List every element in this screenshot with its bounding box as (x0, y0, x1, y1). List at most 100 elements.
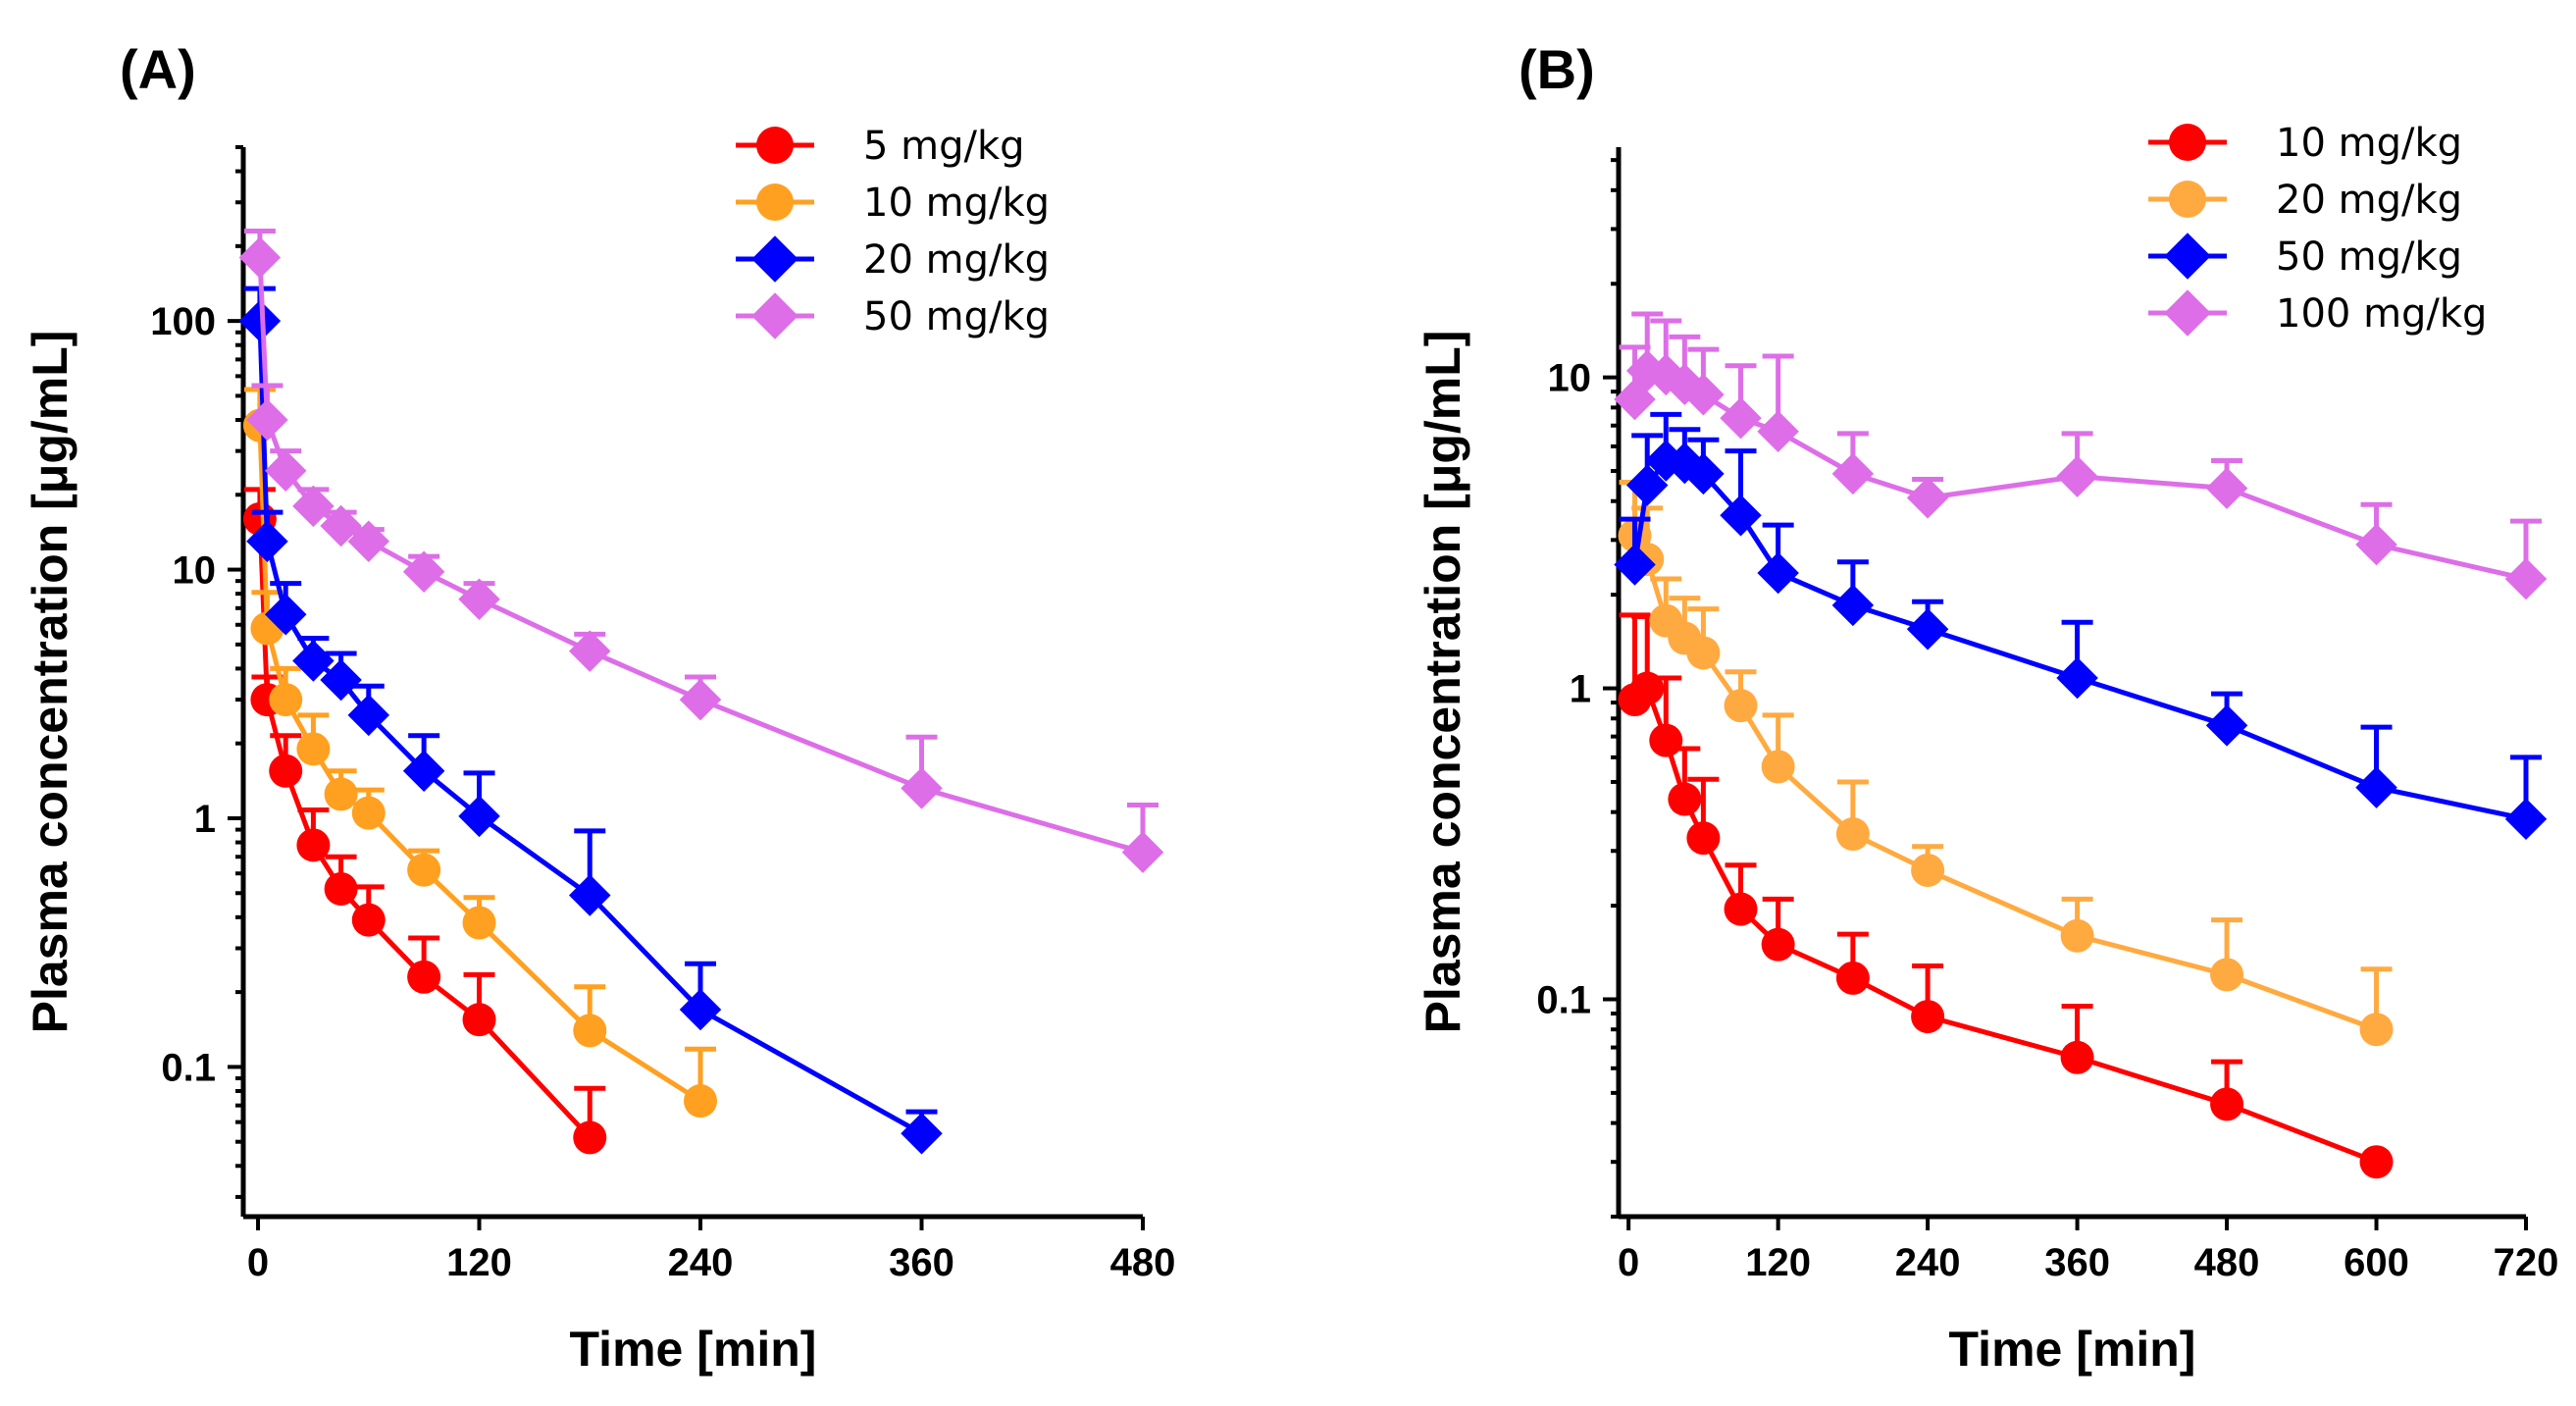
legend-entry: 50 mg/kg (736, 292, 1050, 339)
data-point (2504, 798, 2548, 840)
data-point (1649, 723, 1683, 757)
x-tick-label: 0 (247, 1241, 269, 1284)
data-point (351, 903, 386, 937)
data-point (2056, 656, 2098, 700)
legend-marker (2164, 289, 2211, 337)
data-point (1906, 477, 1949, 519)
legend-entry: 20 mg/kg (2148, 178, 2462, 223)
panel-label: (B) (1519, 38, 1595, 100)
chart-panel-b: (B) 0 120 240 360 480 600 720 0.1 1 10 Time [min] Pl… (1416, 38, 2558, 1377)
data-point (1686, 636, 1721, 670)
data-point (407, 960, 441, 994)
series-50-mg-per-kg (238, 228, 1164, 873)
data-point (1682, 452, 1725, 495)
data-point (1668, 782, 1702, 816)
data-point (569, 630, 611, 672)
data-point (292, 640, 335, 682)
legend-label: 10 mg/kg (2276, 121, 2462, 166)
y-tick-label: 1 (194, 798, 216, 841)
data-point (2060, 1040, 2094, 1074)
data-point (324, 777, 358, 811)
legend-label: 5 mg/kg (863, 124, 1025, 169)
y-tick-label: 1 (1570, 668, 1591, 711)
data-point (269, 683, 303, 717)
legend-marker (2164, 233, 2211, 280)
data-point (2210, 1087, 2244, 1121)
legend-entry: 50 mg/kg (2148, 233, 2462, 280)
legend-label: 100 mg/kg (2276, 291, 2487, 337)
data-point (407, 853, 441, 887)
data-point (347, 694, 390, 737)
x-tick-label: 600 (2344, 1241, 2409, 1284)
series-line (1632, 534, 2378, 1032)
legend-label: 20 mg/kg (2276, 178, 2462, 223)
series-10-mg-per-kg (1618, 612, 2394, 1179)
data-point (2060, 918, 2094, 953)
data-point (462, 906, 496, 940)
y-tick-label: 0.1 (161, 1046, 216, 1089)
legend-marker (756, 127, 794, 164)
legend-entry: 10 mg/kg (736, 181, 1050, 226)
data-point (1831, 452, 1875, 495)
data-point (1614, 544, 1656, 586)
legend-marker (756, 183, 794, 221)
legend-entry: 100 mg/kg (2148, 289, 2487, 337)
data-point (1757, 410, 1799, 453)
legend-entry: 20 mg/kg (736, 235, 1050, 283)
series-100-mg-per-kg (1614, 311, 2548, 600)
y-axis-title: Plasma concentration [μg/mL] (1416, 331, 1470, 1034)
legend-marker (2169, 124, 2206, 161)
data-point (1761, 927, 1795, 962)
x-tick-label: 240 (1895, 1241, 1961, 1284)
data-point (1757, 551, 1799, 595)
data-point (324, 871, 358, 906)
data-point (264, 594, 307, 636)
data-point (320, 504, 362, 547)
data-point (569, 874, 611, 916)
data-point (901, 767, 943, 809)
x-tick-label: 360 (889, 1241, 954, 1284)
data-point (1724, 892, 1758, 926)
data-point (320, 658, 362, 702)
y-axis-title: Plasma concentration [μg/mL] (23, 331, 77, 1034)
x-tick-label: 720 (2494, 1241, 2559, 1284)
data-point (2056, 455, 2098, 497)
data-point (458, 795, 500, 838)
x-tick-label: 480 (2194, 1241, 2260, 1284)
series-20-mg-per-kg (1618, 480, 2394, 1047)
legend-marker (2169, 181, 2206, 218)
x-tick-label: 360 (2044, 1241, 2110, 1284)
data-point (2210, 958, 2244, 992)
data-point (462, 1003, 496, 1037)
chart-panel-a: (A) 0 120 240 360 480 0.1 1 10 100 Time [min] Plasm… (23, 38, 1175, 1377)
data-point (351, 796, 386, 830)
data-point (1911, 853, 1945, 887)
data-point (269, 754, 303, 788)
data-point (458, 578, 500, 621)
data-point (238, 299, 282, 342)
y-tick-label: 100 (150, 300, 216, 343)
data-point (347, 520, 390, 562)
legend-label: 10 mg/kg (863, 181, 1050, 226)
series-line (1632, 684, 2378, 1165)
data-point (901, 1112, 943, 1155)
series-line (257, 257, 1144, 856)
series-20-mg-per-kg (238, 286, 943, 1155)
data-point (2355, 766, 2397, 808)
data-point (2205, 704, 2248, 747)
x-tick-label: 480 (1110, 1241, 1176, 1284)
data-point (1121, 831, 1164, 873)
y-tick-label: 10 (173, 549, 217, 593)
data-point (296, 828, 331, 862)
x-tick-label: 240 (668, 1241, 734, 1284)
panel-label: (A) (120, 38, 196, 100)
data-point (2355, 523, 2397, 566)
data-point (296, 732, 331, 766)
x-tick-label: 0 (1618, 1241, 1639, 1284)
data-point (1724, 689, 1758, 723)
x-axis-title: Time [min] (570, 1322, 817, 1377)
data-point (573, 1120, 607, 1155)
data-point (246, 398, 288, 442)
data-point (1625, 464, 1669, 506)
data-point (2205, 467, 2248, 509)
